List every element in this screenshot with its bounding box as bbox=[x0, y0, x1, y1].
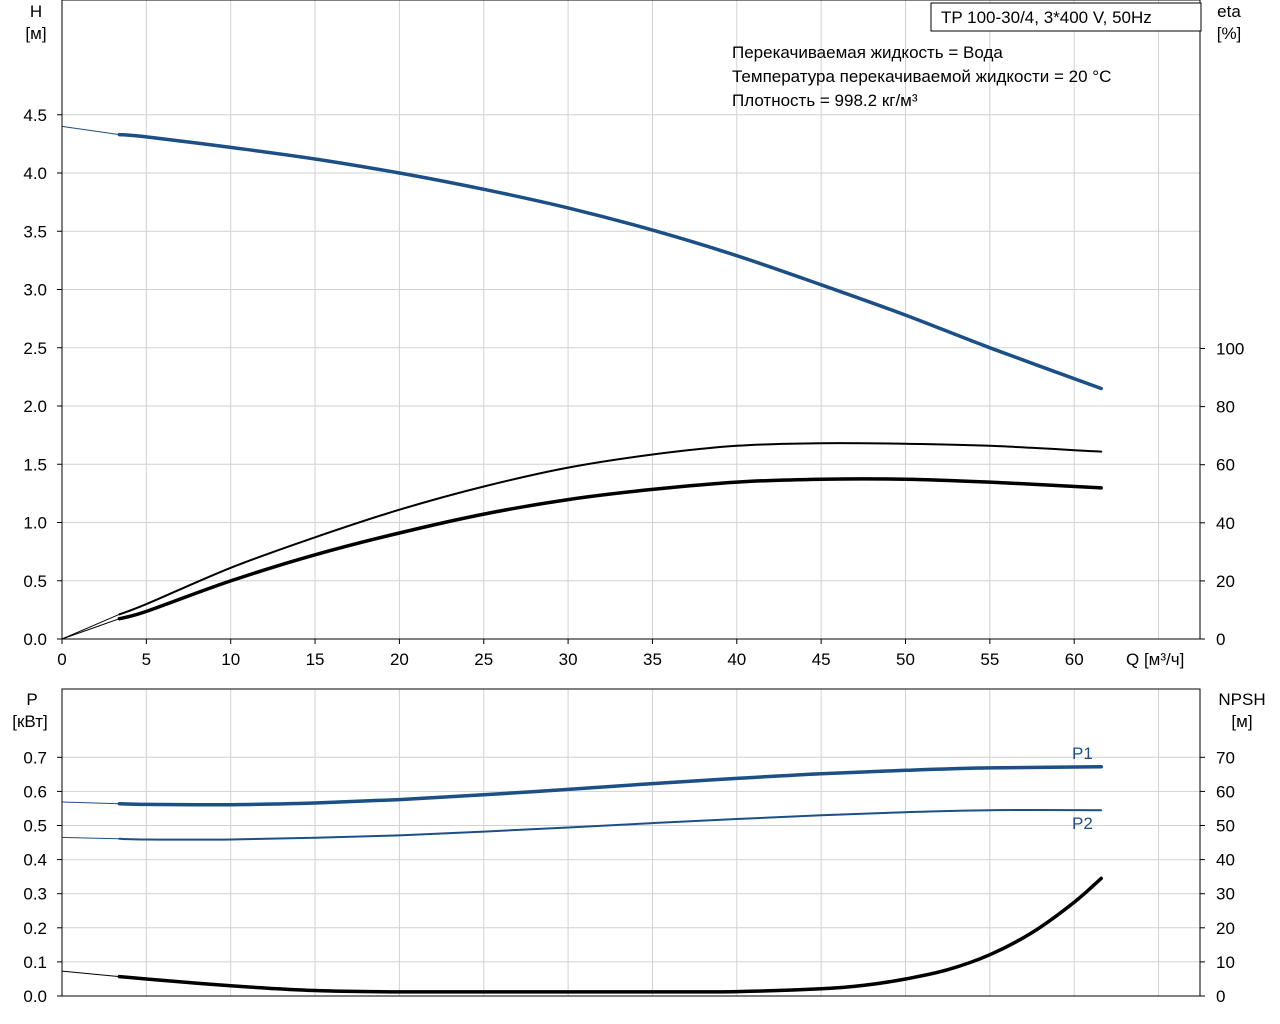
right-tick-label: 20 bbox=[1216, 919, 1235, 938]
pump-title: TP 100-30/4, 3*400 V, 50Hz bbox=[941, 8, 1152, 27]
efficiency-curve-thin bbox=[118, 442, 1103, 616]
panel2-tick-labels: 0.0 0.1 0.2 0.3 0.4 0.5 0.6 0.7 0 10 20 30 40 50 60 70 bbox=[23, 748, 1235, 1006]
left-tick-label: 0.5 bbox=[23, 572, 47, 591]
panel1-gridlines bbox=[62, 0, 1200, 639]
x-tick-label: 0 bbox=[57, 650, 66, 669]
right-tick-label: 10 bbox=[1216, 953, 1235, 972]
x-tick-label: 55 bbox=[980, 650, 999, 669]
left-tick-label: 0.3 bbox=[23, 885, 47, 904]
x-tick-label: 25 bbox=[474, 650, 493, 669]
head-axis-title: H bbox=[30, 2, 42, 21]
left-tick-label: 3.0 bbox=[23, 281, 47, 300]
fluid-info-line: Перекачиваемая жидкость = Вода bbox=[732, 43, 1003, 62]
right-tick-label: 50 bbox=[1216, 817, 1235, 836]
left-tick-label: 2.0 bbox=[23, 397, 47, 416]
panel2-series bbox=[61, 765, 1103, 994]
left-tick-label: 4.0 bbox=[23, 164, 47, 183]
efficiency-curve-thick bbox=[117, 477, 1103, 621]
left-tick-label: 0.7 bbox=[23, 748, 47, 767]
x-tick-label: 35 bbox=[643, 650, 662, 669]
x-tick-label: 5 bbox=[142, 650, 151, 669]
left-tick-label: 0.0 bbox=[23, 987, 47, 1006]
eta-axis-title: eta bbox=[1217, 2, 1241, 21]
left-tick-label: 0.1 bbox=[23, 953, 47, 972]
x-tick-label: 15 bbox=[306, 650, 325, 669]
efficiency-curve-thick-extension bbox=[61, 618, 120, 640]
right-tick-label: 0 bbox=[1216, 987, 1225, 1006]
left-tick-label: 0.5 bbox=[23, 817, 47, 836]
power-axis-title: P bbox=[26, 690, 37, 709]
right-tick-label: 60 bbox=[1216, 456, 1235, 475]
p1-series-label: P1 bbox=[1072, 744, 1093, 763]
efficiency-curve-thin-extension bbox=[61, 613, 120, 640]
right-tick-label: 40 bbox=[1216, 851, 1235, 870]
left-tick-label: 3.5 bbox=[23, 222, 47, 241]
x-tick-label: 60 bbox=[1065, 650, 1084, 669]
p2-series-label: P2 bbox=[1072, 814, 1093, 833]
right-tick-label: 100 bbox=[1216, 340, 1244, 359]
left-tick-label: 1.5 bbox=[23, 455, 47, 474]
left-tick-label: 0.4 bbox=[23, 851, 47, 870]
power-axis-unit: [кВт] bbox=[12, 712, 47, 731]
p2-power-curve bbox=[118, 809, 1103, 841]
p1-power-curve-extension bbox=[61, 801, 120, 805]
x-tick-label: 45 bbox=[812, 650, 831, 669]
temperature-info-line: Температура перекачиваемой жидкости = 20… bbox=[732, 67, 1111, 86]
right-tick-label: 70 bbox=[1216, 748, 1235, 767]
right-tick-label: 30 bbox=[1216, 885, 1235, 904]
npsh-axis-title: NPSH bbox=[1218, 690, 1265, 709]
density-info-line: Плотность = 998.2 кг/м³ bbox=[732, 91, 918, 110]
left-tick-label: 4.5 bbox=[23, 106, 47, 125]
left-tick-label: 0.6 bbox=[23, 782, 47, 801]
x-tick-label: 10 bbox=[221, 650, 240, 669]
flow-axis-label: Q [м³/ч] bbox=[1126, 650, 1184, 669]
pump-title-box bbox=[930, 2, 1202, 32]
x-tick-label: 20 bbox=[390, 650, 409, 669]
npsh-curve bbox=[117, 876, 1103, 994]
panel2-frame bbox=[61, 688, 1201, 997]
x-tick-label: 30 bbox=[559, 650, 578, 669]
right-tick-label: 20 bbox=[1216, 572, 1235, 591]
head-curve bbox=[117, 132, 1103, 391]
right-tick-label: 60 bbox=[1216, 782, 1235, 801]
npsh-curve-extension bbox=[61, 970, 120, 978]
x-tick-label: 50 bbox=[896, 650, 915, 669]
panel1-tick-labels: 0.0 0.5 1.0 1.5 2.0 2.5 3.0 3.5 4.0 4.5 0 20 40 60 80 1… bbox=[23, 106, 1244, 669]
right-tick-label: 40 bbox=[1216, 514, 1235, 533]
eta-axis-unit: [%] bbox=[1217, 24, 1242, 43]
left-tick-label: 0.0 bbox=[23, 630, 47, 649]
head-curve-extension bbox=[61, 125, 120, 136]
p1-power-curve bbox=[117, 765, 1103, 807]
right-tick-label: 80 bbox=[1216, 398, 1235, 417]
panel1-frame bbox=[61, 0, 1201, 640]
p2-power-curve-extension bbox=[61, 836, 120, 840]
head-axis-unit: [м] bbox=[25, 24, 46, 43]
left-tick-label: 2.5 bbox=[23, 339, 47, 358]
panel2-gridlines bbox=[62, 689, 1200, 996]
right-tick-label: 0 bbox=[1216, 630, 1225, 649]
left-tick-label: 1.0 bbox=[23, 514, 47, 533]
panel1-series bbox=[61, 125, 1103, 640]
npsh-axis-unit: [м] bbox=[1231, 712, 1252, 731]
left-tick-label: 0.2 bbox=[23, 919, 47, 938]
x-tick-label: 40 bbox=[727, 650, 746, 669]
